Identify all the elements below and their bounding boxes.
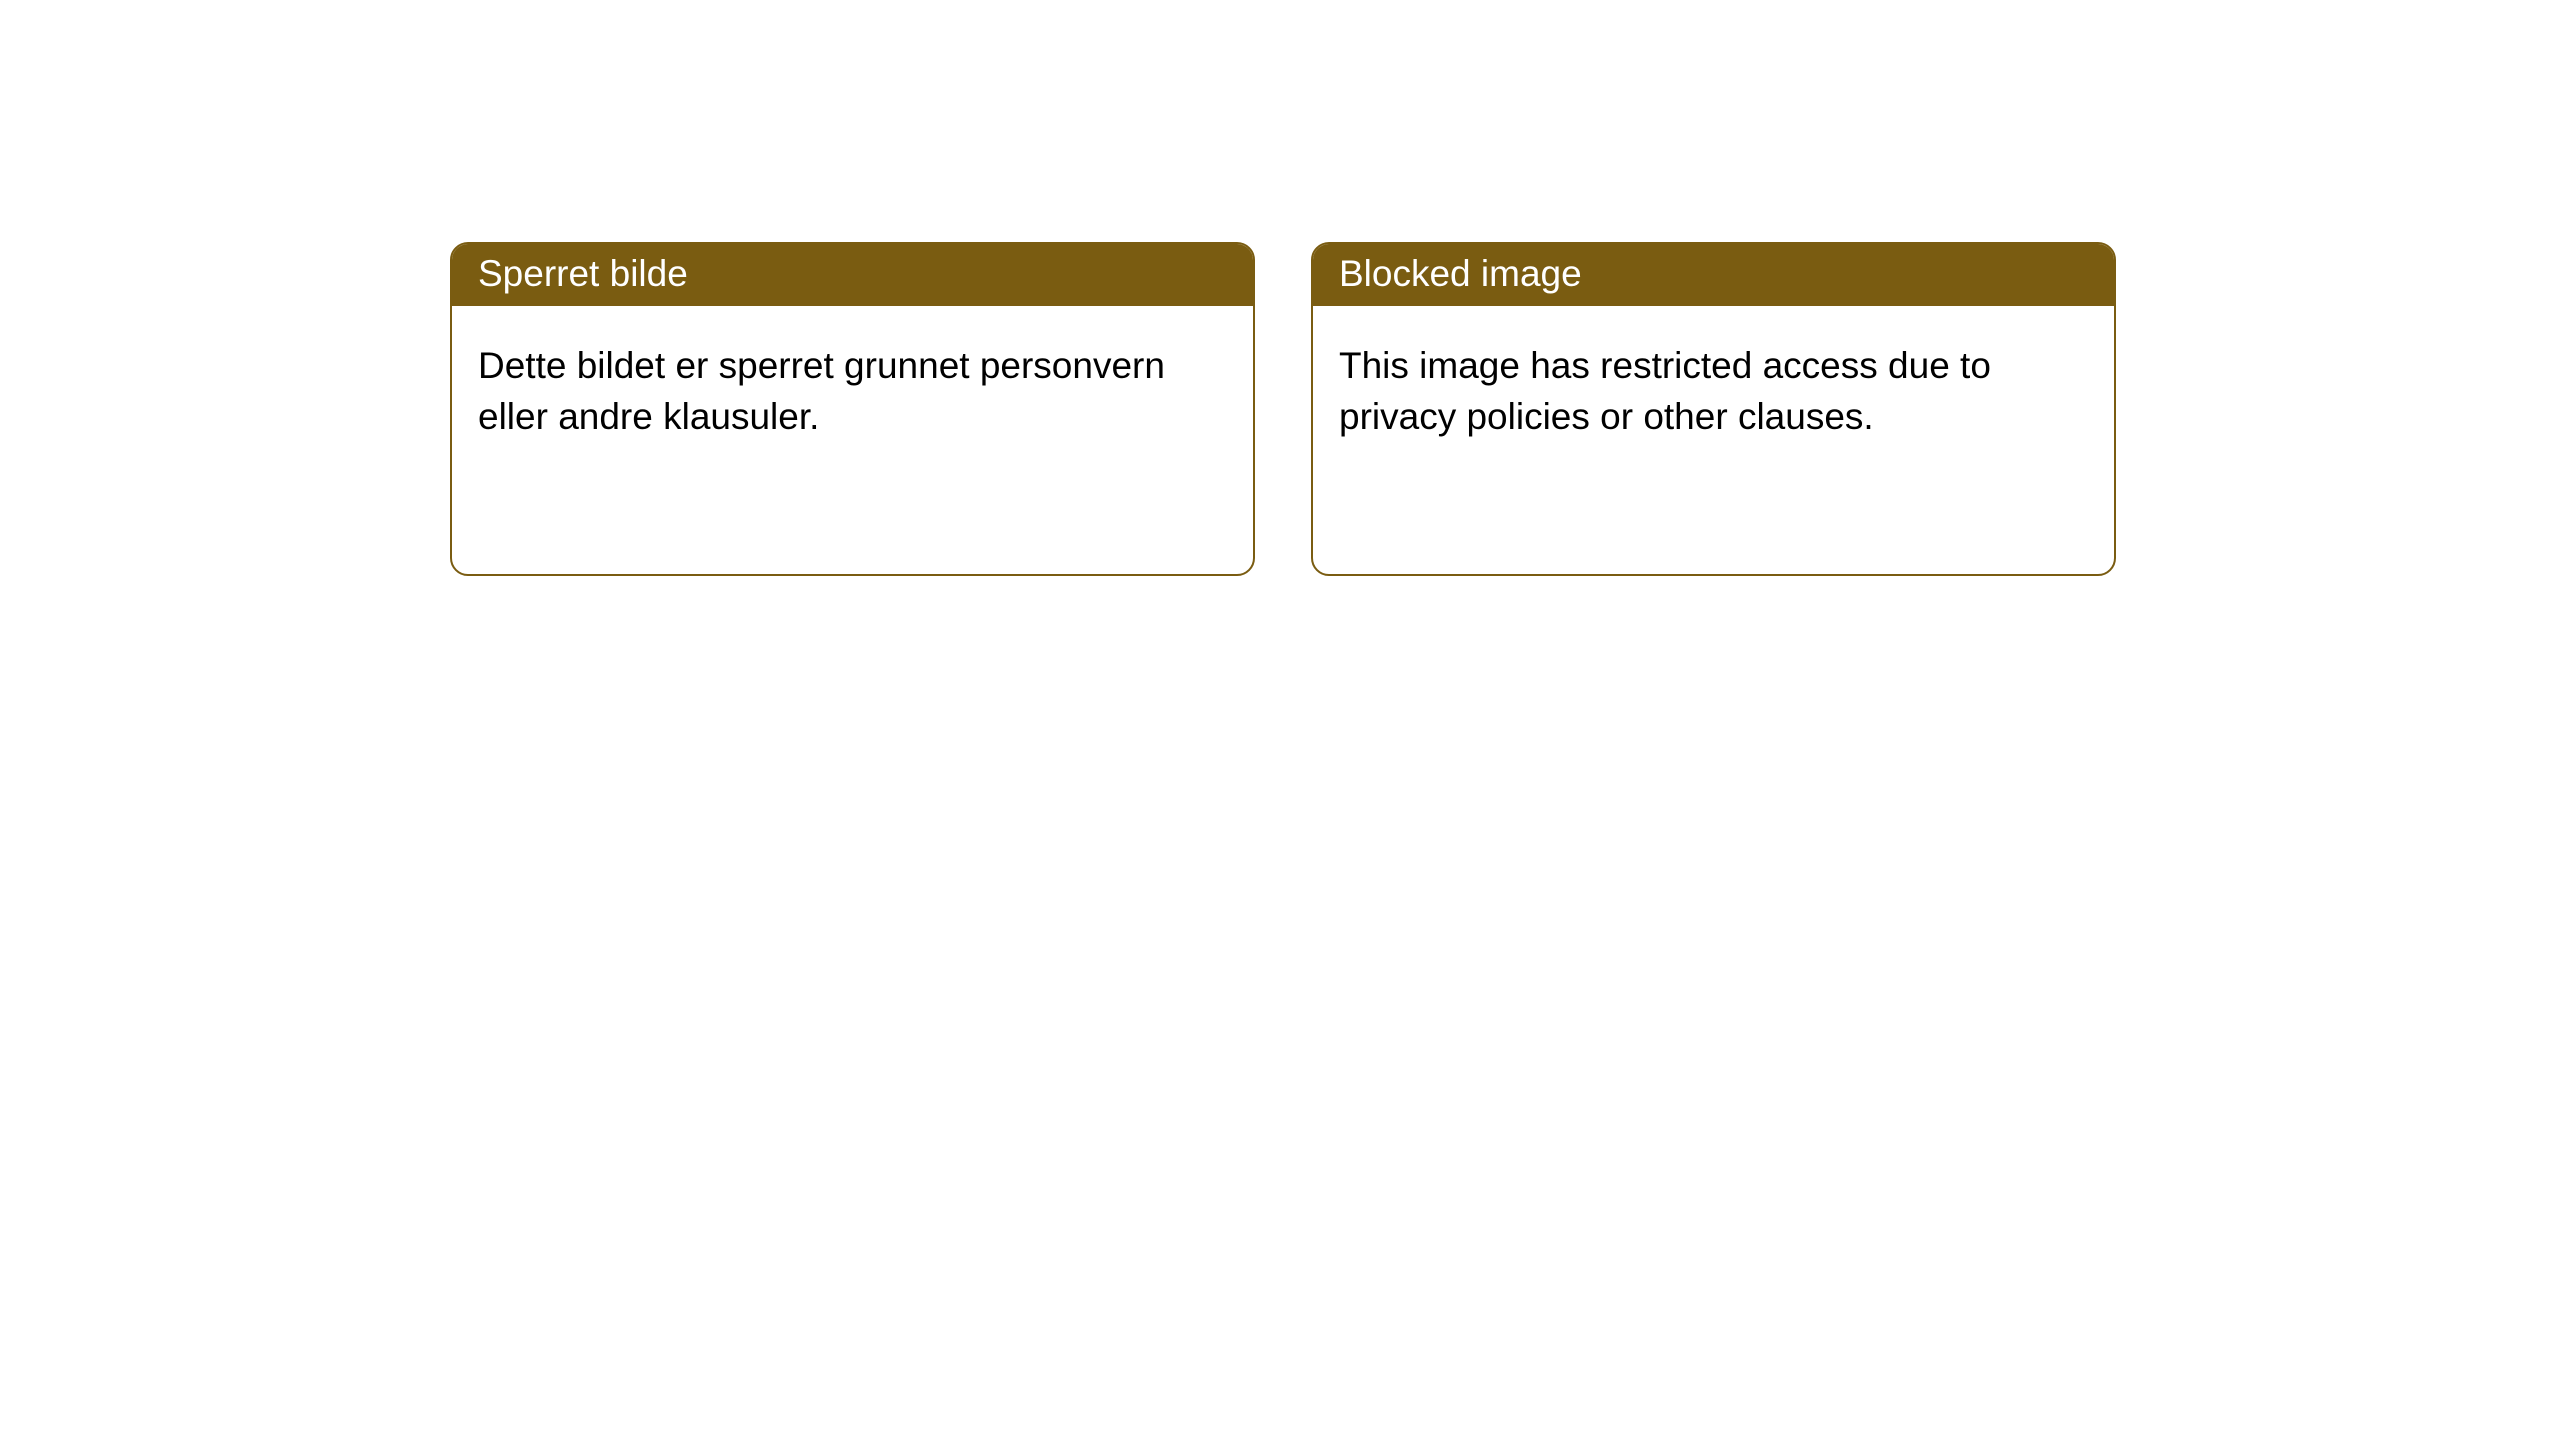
notice-header: Blocked image	[1313, 244, 2114, 306]
notice-body: This image has restricted access due to …	[1313, 306, 2114, 468]
notice-card-norwegian: Sperret bilde Dette bildet er sperret gr…	[450, 242, 1255, 576]
notice-header: Sperret bilde	[452, 244, 1253, 306]
notice-card-english: Blocked image This image has restricted …	[1311, 242, 2116, 576]
notice-container: Sperret bilde Dette bildet er sperret gr…	[0, 0, 2560, 576]
notice-body: Dette bildet er sperret grunnet personve…	[452, 306, 1253, 468]
